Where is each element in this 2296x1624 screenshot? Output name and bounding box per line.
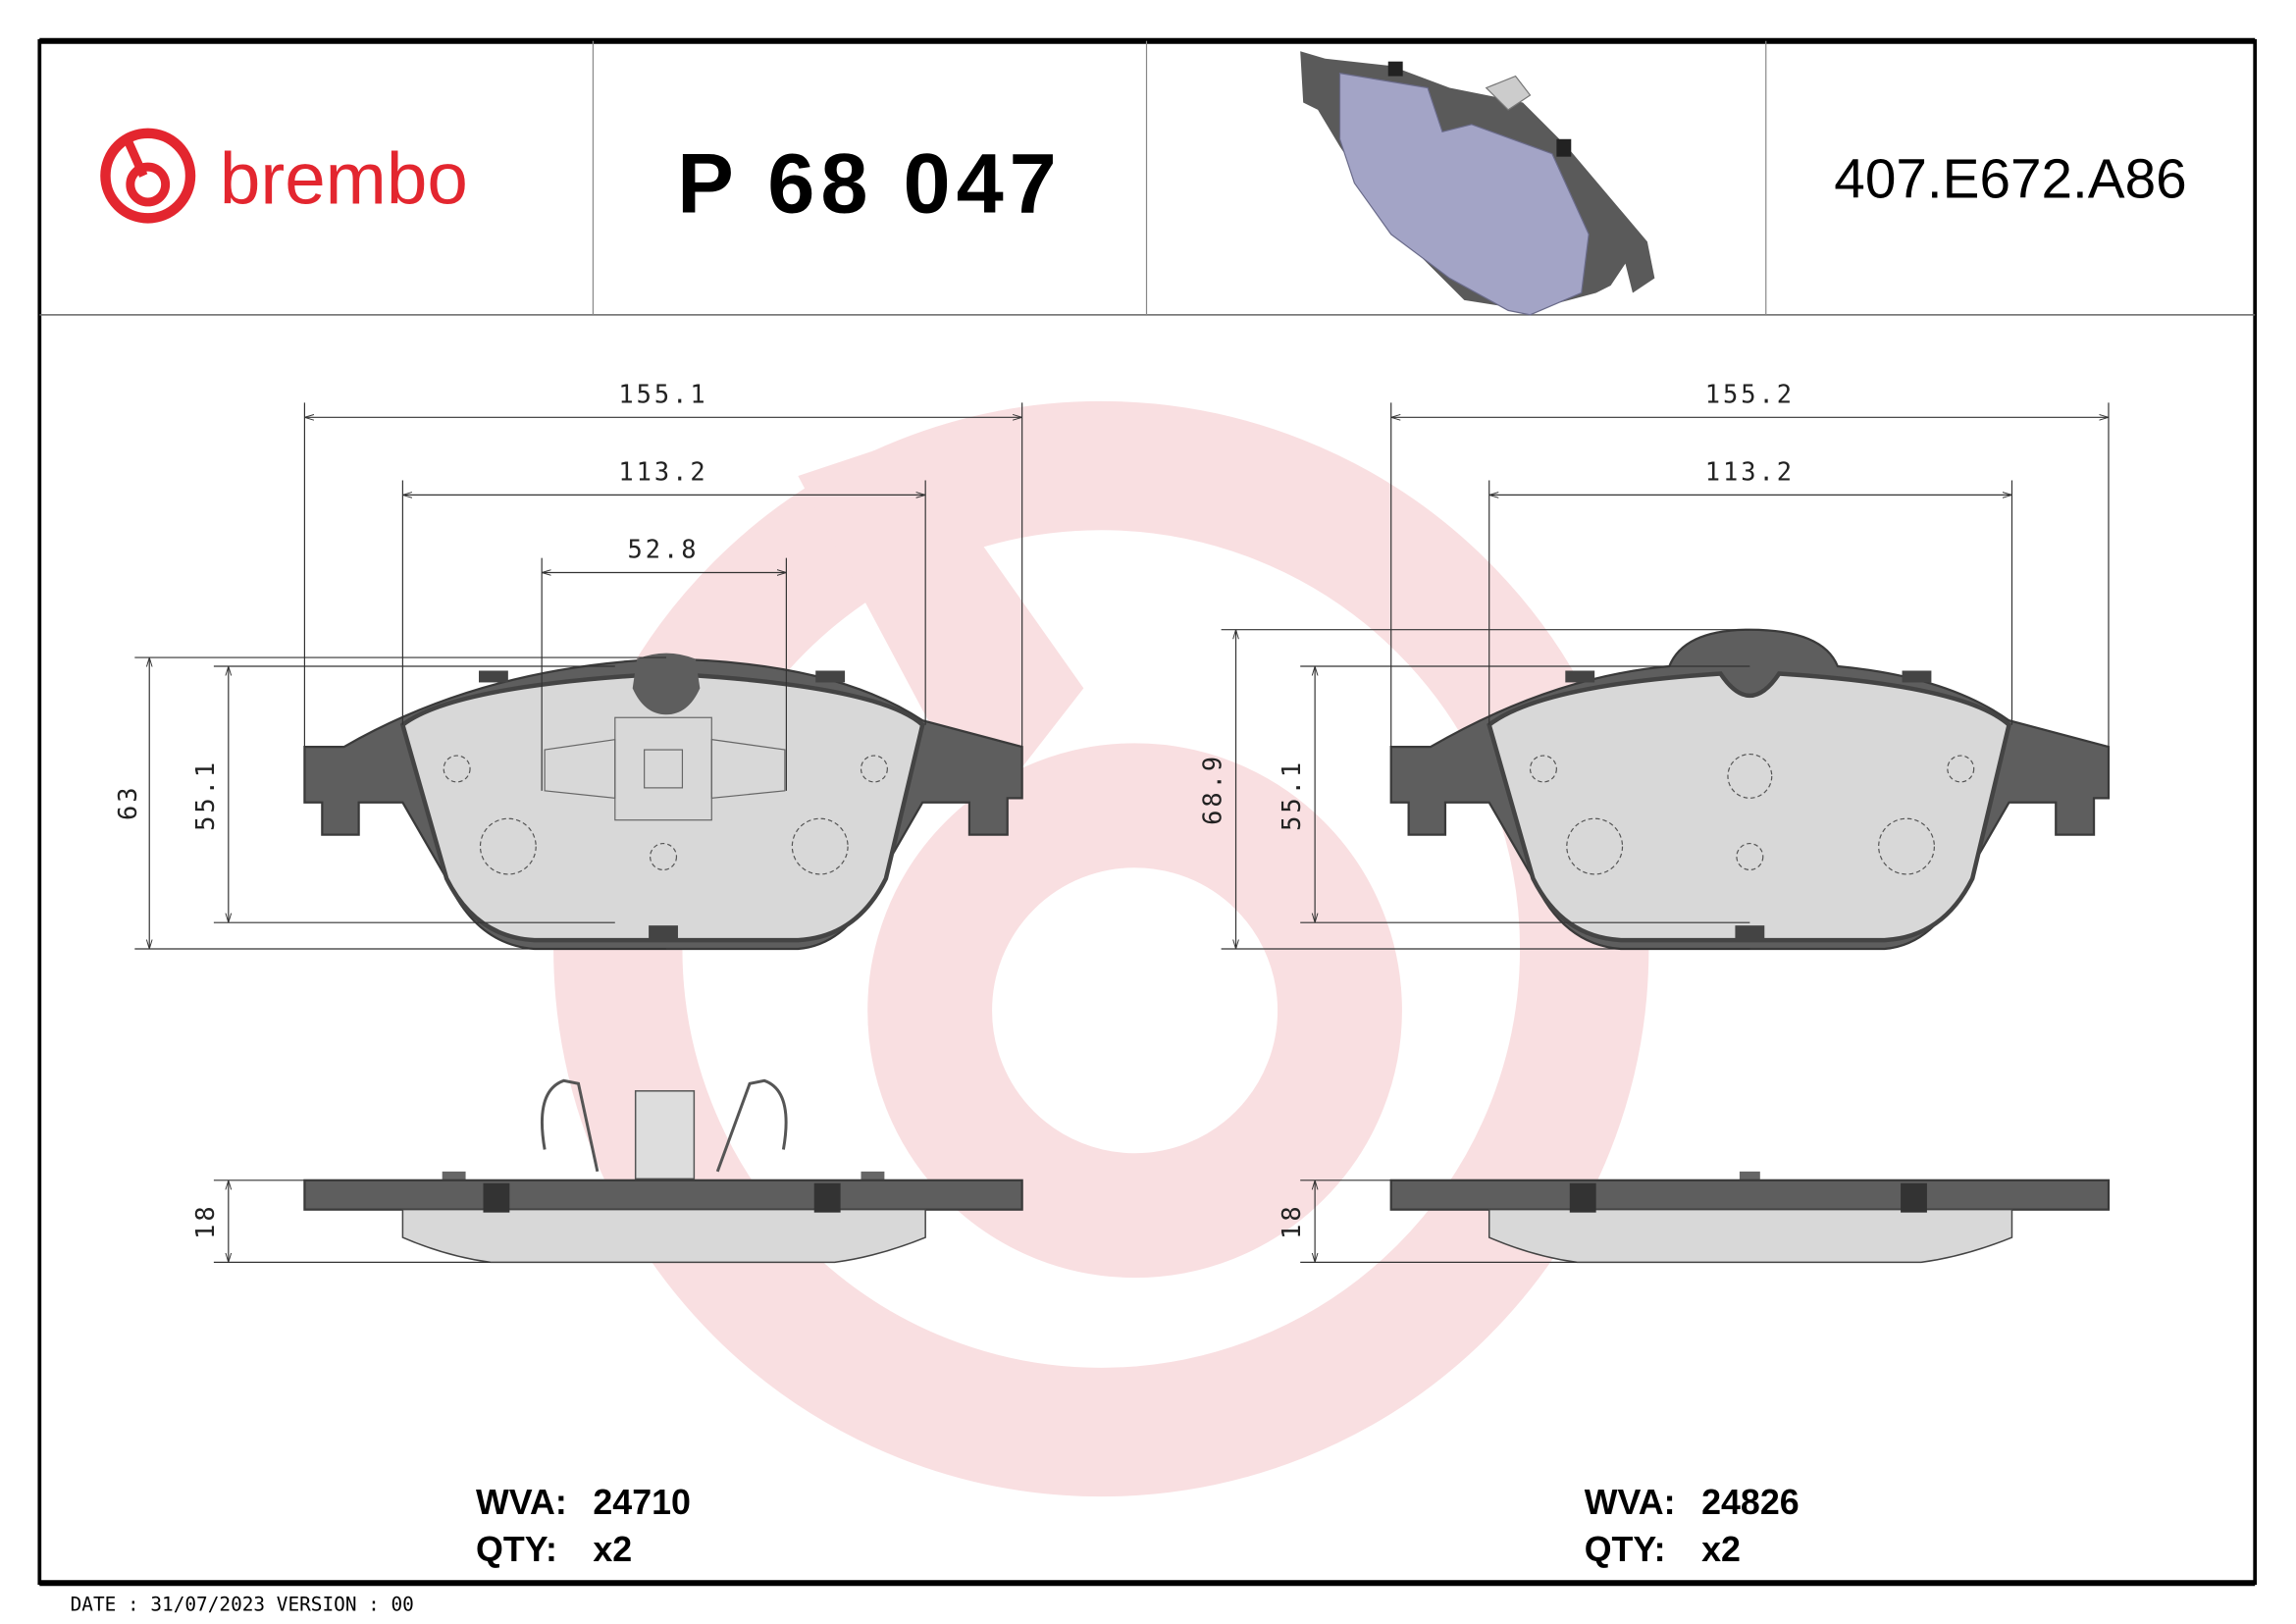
date-version: DATE : 31/07/2023 VERSION : 00: [71, 1594, 414, 1616]
dim-right-overall-height: 68.9: [1198, 754, 1227, 825]
right-pad-dimensions: 155.2 113.2 68.9 55.1: [1198, 379, 2110, 950]
right-wva-label: WVA:: [1585, 1483, 1676, 1522]
dim-left-overall-width: 155.1: [618, 379, 707, 408]
reference-code: 407.E672.A86: [1834, 148, 2186, 210]
right-pad-front-view: [1389, 628, 2111, 951]
brembo-logo-text: brembo: [220, 136, 468, 219]
dim-left-inner-width: 113.2: [618, 456, 707, 486]
dim-right-thickness: 18: [1277, 1203, 1306, 1239]
dim-left-clip-width: 52.8: [628, 535, 700, 564]
brembo-logo-icon: [100, 128, 196, 224]
dim-right-friction-height: 55.1: [1277, 760, 1306, 831]
left-pad-dimensions: 155.1 113.2 52.8 63 55.1: [113, 379, 1023, 950]
dim-left-thickness: 18: [190, 1203, 220, 1239]
part-number: P 68 047: [677, 136, 1063, 231]
right-qty-label: QTY:: [1585, 1530, 1666, 1569]
left-qty-label: QTY:: [476, 1530, 557, 1569]
dim-left-overall-height: 63: [113, 785, 142, 821]
left-wva-value: 24710: [593, 1483, 691, 1522]
pad-3d-render: [1300, 51, 1655, 316]
brembo-logo: brembo: [100, 128, 468, 224]
left-pad-side-view: 18: [190, 1078, 1023, 1264]
dim-right-overall-width: 155.2: [1705, 379, 1795, 408]
left-qty-value: x2: [593, 1530, 632, 1569]
dim-right-inner-width: 113.2: [1705, 456, 1795, 486]
dim-left-friction-height: 55.1: [190, 760, 220, 831]
left-wva-label: WVA:: [476, 1483, 567, 1522]
left-pad-front-view: [303, 653, 1023, 951]
right-wva-value: 24826: [1701, 1483, 1800, 1522]
right-qty-value: x2: [1701, 1530, 1741, 1569]
right-pad-side-view: 18: [1277, 1171, 2111, 1264]
